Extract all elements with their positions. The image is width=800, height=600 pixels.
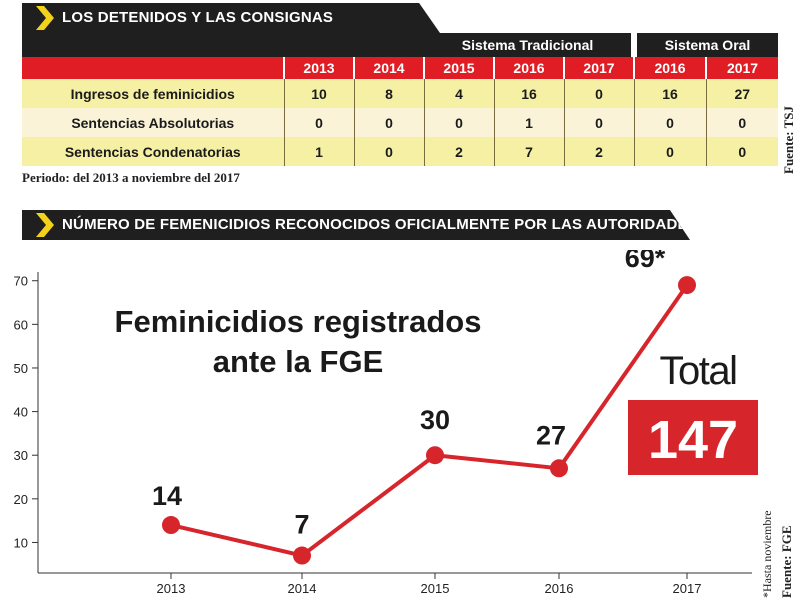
data-point bbox=[678, 276, 696, 295]
data-label: 14 bbox=[152, 481, 182, 511]
table-row: Ingresos de feminicidios 10 8 4 16 0 16 … bbox=[22, 79, 779, 108]
section-title: LOS DETENIDOS Y LAS CONSIGNAS bbox=[62, 9, 334, 26]
chart-title-line-1: Feminicidios registrados bbox=[115, 304, 482, 339]
feminicidios-line-chart: 10 20 30 40 50 60 70 2013 2014 2015 2016 2017 Femi… bbox=[14, 250, 758, 596]
table-cell: 0 bbox=[283, 108, 354, 137]
y-tick-label: 10 bbox=[14, 535, 28, 550]
table-row: Sentencias Condenatorias 1 0 2 7 2 0 0 bbox=[22, 137, 779, 166]
table-cell: 16 bbox=[493, 79, 564, 108]
chevron-right-icon bbox=[36, 213, 54, 237]
year-header: 2013 bbox=[283, 57, 354, 79]
data-labels: 14 7 30 27 69* bbox=[152, 250, 666, 540]
data-label: 69* bbox=[625, 250, 666, 273]
system-header-tradicional: Sistema Tradicional bbox=[461, 37, 594, 53]
table-cell: 0 bbox=[633, 137, 707, 166]
year-header: 2016 bbox=[493, 57, 564, 79]
table-cell: 10 bbox=[283, 79, 354, 108]
table-cell: 2 bbox=[563, 137, 635, 166]
source-text: Fuente: TSJ bbox=[781, 105, 796, 174]
year-header: 2017 bbox=[562, 57, 635, 79]
x-tick-label: 2015 bbox=[421, 581, 450, 596]
y-tick-label: 40 bbox=[14, 405, 28, 420]
row-label: Sentencias Absolutorias bbox=[71, 114, 235, 131]
table-cell: 0 bbox=[353, 137, 424, 166]
table-cell: 7 bbox=[493, 137, 564, 166]
x-tick-label: 2013 bbox=[157, 581, 186, 596]
chart-title-line-2: ante la FGE bbox=[213, 344, 384, 379]
y-tick-label: 60 bbox=[14, 317, 28, 332]
y-tick-label: 50 bbox=[14, 361, 28, 376]
table-cell: 0 bbox=[633, 108, 707, 137]
x-tick-label: 2014 bbox=[288, 581, 317, 596]
source-note-tsj: Fuente: TSJ bbox=[781, 105, 796, 174]
row-label: Sentencias Condenatorias bbox=[64, 143, 241, 160]
x-ticks: 2013 2014 2015 2016 2017 bbox=[157, 573, 702, 596]
data-point bbox=[550, 459, 568, 478]
data-label: 7 bbox=[294, 510, 309, 540]
table-cell: 0 bbox=[705, 137, 779, 166]
table-cell: 1 bbox=[283, 137, 354, 166]
table-cell: 27 bbox=[705, 79, 779, 108]
table-cell: 0 bbox=[353, 108, 424, 137]
chevron-right-icon bbox=[36, 6, 54, 30]
source-note-fge: *Hasta noviembre Fuente: FGE bbox=[760, 510, 794, 598]
table-cell: 0 bbox=[563, 108, 635, 137]
year-header: 2014 bbox=[353, 57, 424, 79]
section-banner-feminicidios: NÚMERO DE FEMENICIDIOS RECONOCIDOS OFICI… bbox=[22, 210, 690, 240]
year-header-row: 2013 2014 2015 2016 2017 2016 2017 bbox=[22, 57, 779, 79]
data-point bbox=[293, 546, 311, 565]
total-box bbox=[628, 400, 758, 475]
table-row: Sentencias Absolutorias 0 0 0 1 0 0 0 bbox=[22, 108, 779, 137]
x-tick-label: 2017 bbox=[673, 581, 702, 596]
table-cell: 0 bbox=[423, 108, 494, 137]
data-label: 27 bbox=[536, 420, 566, 450]
table-cell: 8 bbox=[353, 79, 424, 108]
total-value: 147 bbox=[648, 410, 738, 470]
data-point bbox=[162, 516, 180, 535]
total-label: Total bbox=[660, 349, 737, 393]
y-ticks: 10 20 30 40 50 60 70 bbox=[14, 274, 38, 550]
data-points bbox=[162, 276, 696, 565]
table-cell: 0 bbox=[563, 79, 635, 108]
section-title: NÚMERO DE FEMENICIDIOS RECONOCIDOS OFICI… bbox=[62, 216, 698, 233]
x-tick-label: 2016 bbox=[545, 581, 574, 596]
year-header: 2015 bbox=[423, 57, 494, 79]
y-tick-label: 70 bbox=[14, 274, 28, 289]
consignas-table: Sistema Tradicional Sistema Oral 2013 20… bbox=[22, 33, 779, 166]
system-header-oral: Sistema Oral bbox=[631, 33, 779, 57]
footnote-text: *Hasta noviembre bbox=[760, 510, 774, 598]
source-text: Fuente: FGE bbox=[779, 525, 794, 598]
table-cell: 1 bbox=[493, 108, 564, 137]
period-note: Periodo: del 2013 a noviembre del 2017 bbox=[22, 170, 240, 185]
data-label: 30 bbox=[420, 405, 450, 435]
row-label: Ingresos de feminicidios bbox=[70, 85, 235, 102]
table-cell: 0 bbox=[705, 108, 779, 137]
table-cell: 4 bbox=[423, 79, 494, 108]
year-header: 2016 bbox=[633, 57, 707, 79]
system-header-row: Sistema Tradicional Sistema Oral bbox=[22, 33, 779, 57]
year-header: 2017 bbox=[705, 57, 779, 79]
table-cell: 2 bbox=[423, 137, 494, 166]
y-tick-label: 20 bbox=[14, 492, 28, 507]
y-tick-label: 30 bbox=[14, 448, 28, 463]
data-point bbox=[426, 446, 444, 465]
section-banner-detenidos: LOS DETENIDOS Y LAS CONSIGNAS bbox=[22, 3, 440, 33]
table-cell: 16 bbox=[633, 79, 707, 108]
